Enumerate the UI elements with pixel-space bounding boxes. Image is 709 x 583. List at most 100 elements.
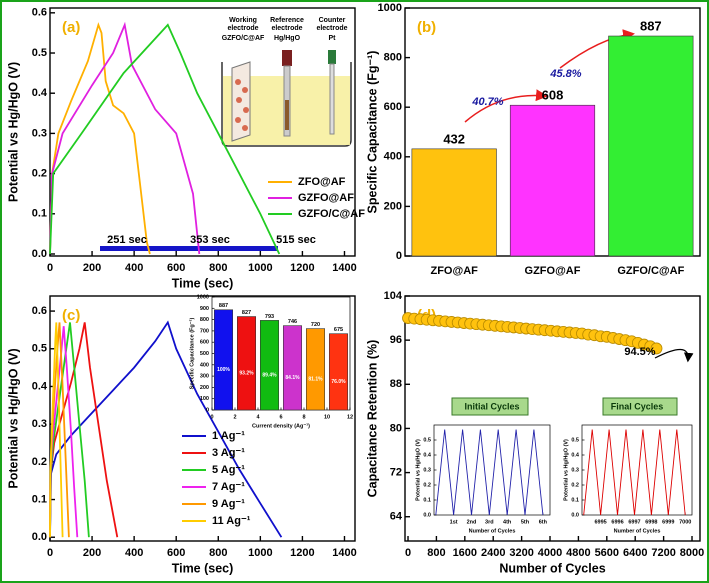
annotation: 353 sec bbox=[190, 234, 230, 246]
inset-title: Initial Cycles bbox=[464, 401, 519, 411]
legend-label: 11 Ag⁻¹ bbox=[212, 515, 251, 527]
annotation: 251 sec bbox=[107, 234, 147, 246]
x-tick-label: 1st bbox=[450, 519, 458, 525]
x-tick-label: 6996 bbox=[611, 519, 623, 525]
annotation: 40.7% bbox=[471, 96, 503, 108]
y-tick-label: 800 bbox=[384, 52, 402, 64]
y-axis-title: Potential vs Hg/HgO (V) bbox=[6, 62, 20, 202]
x-tick-label: 12 bbox=[347, 414, 353, 420]
y-axis-title: Specific Capacitance (Fg⁻¹) bbox=[188, 317, 195, 389]
schematic-label: GZFO/C@AF bbox=[222, 35, 265, 42]
series-line bbox=[49, 23, 281, 255]
series-line bbox=[49, 22, 151, 255]
axes-frame bbox=[404, 295, 701, 542]
x-tick-label: GZFO/C@AF bbox=[617, 265, 684, 277]
x-tick-label: 1000 bbox=[248, 547, 272, 559]
x-axis-title: Number of Cycles bbox=[614, 528, 661, 534]
y-tick-label: 0.4 bbox=[571, 452, 580, 458]
x-tick-label: 1600 bbox=[453, 547, 477, 559]
y-tick-label: 100 bbox=[200, 396, 209, 402]
arrow bbox=[654, 348, 694, 363]
series-line bbox=[49, 320, 283, 538]
y-tick-label: 88 bbox=[390, 378, 402, 390]
y-tick-label: 200 bbox=[200, 385, 209, 391]
y-tick-label: 0.0 bbox=[571, 512, 579, 518]
x-tick-label: 8 bbox=[302, 414, 305, 420]
x-tick-label: 600 bbox=[167, 262, 185, 274]
x-tick-label: 400 bbox=[125, 547, 143, 559]
y-tick-label: 0.0 bbox=[32, 531, 47, 543]
schematic-label: Reference bbox=[270, 17, 304, 24]
y-tick-label: 400 bbox=[384, 151, 402, 163]
retention-label: 100% bbox=[217, 367, 230, 373]
x-tick-label: 4000 bbox=[538, 547, 562, 559]
bar bbox=[328, 333, 348, 411]
y-tick-label: 0.5 bbox=[32, 343, 47, 355]
y-tick-label: 0.2 bbox=[423, 482, 431, 488]
x-axis-title: Time (sec) bbox=[172, 561, 234, 575]
y-tick-label: 96 bbox=[390, 334, 402, 346]
value-label: 827 bbox=[242, 310, 251, 316]
bar bbox=[411, 148, 497, 257]
x-tick-label: 10 bbox=[324, 414, 330, 420]
y-tick-label: 80 bbox=[390, 422, 402, 434]
x-tick-label: 6th bbox=[539, 519, 548, 525]
x-tick-label: 800 bbox=[427, 547, 445, 559]
schematic-label: Working bbox=[229, 17, 257, 24]
x-tick-label: 4th bbox=[503, 519, 512, 525]
x-tick-label: 8000 bbox=[680, 547, 704, 559]
x-tick-label: 800 bbox=[209, 547, 227, 559]
x-tick-label: 0 bbox=[47, 262, 53, 274]
legend-label: ZFO@AF bbox=[298, 176, 346, 188]
x-tick-label: 5600 bbox=[595, 547, 619, 559]
arrow bbox=[464, 89, 548, 123]
retention-label: 89.4% bbox=[262, 373, 277, 379]
y-tick-label: 300 bbox=[200, 374, 209, 380]
series-line bbox=[583, 429, 686, 516]
y-tick-label: 900 bbox=[200, 306, 209, 312]
legend-label: 5 Ag⁻¹ bbox=[212, 464, 245, 476]
annotation: 515 sec bbox=[276, 234, 316, 246]
y-tick-label: 0.5 bbox=[423, 437, 431, 443]
panel-label: (c) bbox=[62, 307, 80, 324]
y-tick-label: 500 bbox=[200, 351, 209, 357]
bar bbox=[259, 320, 279, 411]
x-axis-title: Current density (Ag⁻¹) bbox=[252, 422, 310, 429]
x-tick-label: 0 bbox=[47, 547, 53, 559]
y-axis-title: Specific Capacitance (Fg⁻¹) bbox=[365, 51, 379, 214]
x-tick-label: ZFO@AF bbox=[430, 265, 478, 277]
bar bbox=[214, 309, 234, 411]
value-label: 608 bbox=[542, 88, 564, 103]
value-label: 746 bbox=[288, 319, 297, 325]
y-tick-label: 0.5 bbox=[32, 47, 47, 59]
x-tick-label: 7200 bbox=[651, 547, 675, 559]
legend-label: 7 Ag⁻¹ bbox=[212, 481, 245, 493]
bar bbox=[237, 316, 257, 411]
x-axis-title: Number of Cycles bbox=[469, 528, 516, 534]
retention-label: 93.2% bbox=[239, 371, 254, 377]
y-tick-label: 0.4 bbox=[32, 87, 48, 99]
y-tick-label: 0.3 bbox=[423, 467, 431, 473]
x-tick-label: 1200 bbox=[290, 547, 314, 559]
x-tick-label: 6998 bbox=[645, 519, 657, 525]
y-tick-label: 0.4 bbox=[423, 452, 432, 458]
x-tick-label: 4 bbox=[256, 414, 260, 420]
y-axis-title: Potential vs Hg/HgO (V) bbox=[415, 439, 421, 501]
x-tick-label: 600 bbox=[167, 547, 185, 559]
y-axis-title: Capacitance Retention (%) bbox=[365, 340, 379, 498]
y-tick-label: 0.6 bbox=[32, 305, 47, 317]
legend-label: GZFO/C@AF bbox=[298, 208, 365, 220]
bar bbox=[509, 104, 596, 257]
retention-label: 81.1% bbox=[308, 377, 323, 383]
y-tick-label: 0.3 bbox=[32, 418, 47, 430]
inset-title: Final Cycles bbox=[611, 401, 664, 411]
retention-label: 84.1% bbox=[285, 375, 300, 381]
x-tick-label: 0 bbox=[210, 414, 213, 420]
y-axis-title: Potential vs Hg/HgO (V) bbox=[6, 348, 20, 488]
x-axis-title: Number of Cycles bbox=[499, 561, 605, 575]
axes-frame bbox=[49, 295, 356, 542]
x-tick-label: 1000 bbox=[248, 262, 272, 274]
y-tick-label: 0 bbox=[396, 250, 402, 262]
inset-title-box bbox=[602, 397, 678, 416]
